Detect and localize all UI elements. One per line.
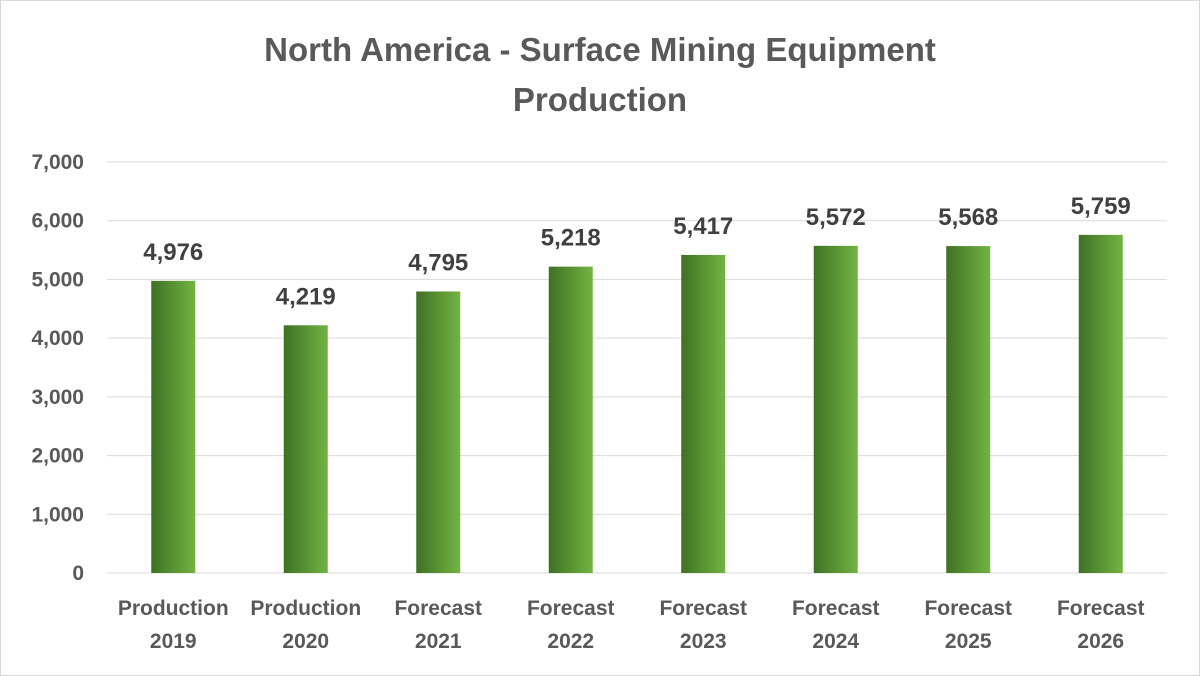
data-label: 4,976: [143, 239, 203, 266]
y-tick-label: 3,000: [31, 386, 84, 409]
x-tick-label-line-1: Forecast: [1057, 597, 1145, 620]
x-tick-label-line-1: Forecast: [659, 597, 747, 620]
x-tick-label-line-2: 2026: [1077, 630, 1124, 653]
y-tick-label: 0: [72, 562, 84, 585]
bar: [946, 246, 991, 573]
chart-title-line-2: Production: [513, 81, 687, 118]
bar: [283, 325, 328, 573]
data-label: 5,417: [673, 213, 733, 240]
x-tick-label-line-2: 2024: [812, 630, 859, 653]
y-tick-label: 7,000: [31, 151, 84, 174]
x-tick-label-line-2: 2019: [150, 630, 197, 653]
y-tick-label: 1,000: [31, 503, 84, 526]
bar: [151, 280, 196, 573]
x-tick-label-line-1: Forecast: [527, 597, 615, 620]
data-label: 5,759: [1071, 193, 1131, 220]
x-tick-label-line-2: 2023: [680, 630, 727, 653]
x-tick-label-line-2: 2020: [282, 630, 329, 653]
x-tick-label-line-2: 2022: [547, 630, 594, 653]
bar: [681, 254, 726, 574]
x-tick-label-line-1: Forecast: [792, 597, 880, 620]
data-label: 5,568: [938, 204, 998, 231]
y-tick-label: 5,000: [31, 268, 84, 291]
x-tick-label-line-1: Production: [250, 597, 361, 620]
x-tick-label-line-1: Production: [118, 597, 229, 620]
data-label: 5,572: [806, 204, 866, 231]
y-tick-label: 4,000: [31, 327, 84, 350]
data-label: 5,218: [541, 225, 601, 252]
bar: [813, 245, 858, 573]
y-tick-label: 2,000: [31, 445, 84, 468]
bar: [548, 266, 593, 573]
data-label: 4,219: [276, 283, 336, 310]
x-tick-label-line-1: Forecast: [924, 597, 1012, 620]
data-label: 4,795: [408, 249, 468, 276]
bar: [416, 291, 461, 573]
chart-title-line-1: North America - Surface Mining Equipment: [264, 31, 936, 68]
y-tick-label: 6,000: [31, 210, 84, 233]
x-tick-label-line-2: 2025: [945, 630, 992, 653]
x-tick-label-line-1: Forecast: [394, 597, 482, 620]
bar: [1078, 234, 1123, 573]
x-tick-label-line-2: 2021: [415, 630, 462, 653]
